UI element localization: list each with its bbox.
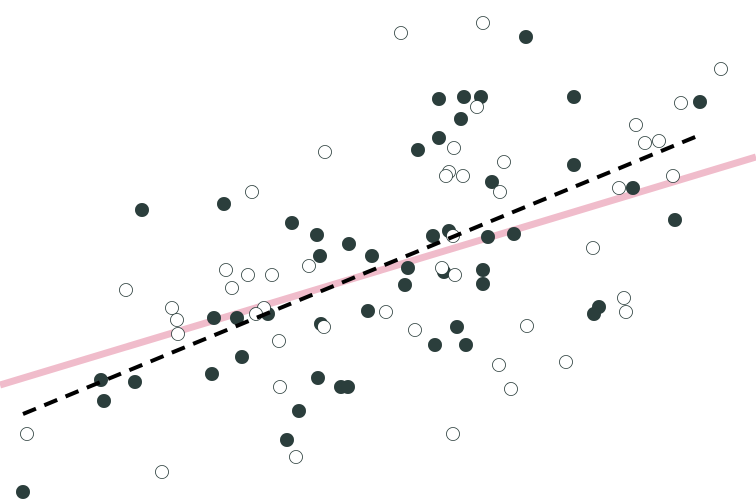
data-point-hollow [492,358,506,372]
data-point-hollow [245,185,259,199]
data-point-hollow [302,259,316,273]
data-point-filled [567,90,581,104]
data-point-hollow [629,118,643,132]
data-point-hollow [666,169,680,183]
data-point-filled [587,307,601,321]
data-point-filled [401,261,415,275]
data-point-filled [97,394,111,408]
data-point-hollow [273,380,287,394]
data-point-filled [626,181,640,195]
data-point-filled [361,304,375,318]
data-point-hollow [456,169,470,183]
data-point-hollow [408,323,422,337]
data-point-hollow [165,301,179,315]
data-point-hollow [241,268,255,282]
data-point-hollow [265,268,279,282]
data-point-hollow [612,181,626,195]
data-point-filled [567,158,581,172]
data-point-filled [476,263,490,277]
data-point-filled [398,278,412,292]
data-point-hollow [652,134,666,148]
data-point-filled [342,237,356,251]
data-point-hollow [504,382,518,396]
data-point-filled [313,249,327,263]
data-point-hollow [272,334,286,348]
trend-line-layer-solid [0,153,756,389]
trend-line-layer-dashed [22,133,701,416]
data-point-hollow [317,320,331,334]
data-point-filled [411,143,425,157]
data-point-hollow [219,263,233,277]
data-point-hollow [638,136,652,150]
data-point-filled [459,338,473,352]
data-point-hollow [714,62,728,76]
data-point-hollow [119,283,133,297]
data-point-filled [432,131,446,145]
data-point-filled [292,404,306,418]
data-point-filled [285,216,299,230]
data-point-filled [341,380,355,394]
data-point-hollow [155,465,169,479]
data-point-hollow [619,305,633,319]
data-point-hollow [318,145,332,159]
trend-line-dashed [22,133,701,416]
data-point-filled [365,249,379,263]
data-point-hollow [171,327,185,341]
data-point-hollow [20,427,34,441]
data-point-filled [280,433,294,447]
data-point-hollow [674,96,688,110]
data-point-filled [217,197,231,211]
data-point-hollow [447,141,461,155]
data-point-hollow [586,241,600,255]
data-point-filled [230,311,244,325]
data-point-filled [519,30,533,44]
data-point-filled [454,112,468,126]
data-point-hollow [559,355,573,369]
data-point-filled [205,367,219,381]
data-point-filled [311,371,325,385]
data-point-hollow [170,313,184,327]
data-point-filled [426,229,440,243]
trend-line-solid [0,153,756,389]
data-point-filled [450,320,464,334]
data-point-filled [428,338,442,352]
data-point-hollow [617,291,631,305]
data-point-filled [207,311,221,325]
data-point-hollow [394,26,408,40]
data-point-filled [16,485,30,499]
data-point-hollow [497,155,511,169]
data-point-hollow [379,305,393,319]
data-point-filled [693,95,707,109]
data-point-filled [457,90,471,104]
data-point-filled [507,227,521,241]
data-point-hollow [448,268,462,282]
data-point-hollow [435,261,449,275]
data-point-hollow [470,100,484,114]
data-point-filled [235,350,249,364]
data-point-filled [128,375,142,389]
data-point-filled [432,92,446,106]
data-point-filled [668,213,682,227]
data-point-hollow [225,281,239,295]
data-point-hollow [476,16,490,30]
data-point-filled [485,175,499,189]
data-point-filled [476,277,490,291]
data-point-filled [310,228,324,242]
scatter-points-layer [16,16,728,499]
data-point-hollow [439,169,453,183]
data-point-hollow [446,427,460,441]
data-point-hollow [493,185,507,199]
data-point-hollow [520,319,534,333]
data-point-hollow [289,450,303,464]
data-point-filled [135,203,149,217]
data-point-filled [481,230,495,244]
